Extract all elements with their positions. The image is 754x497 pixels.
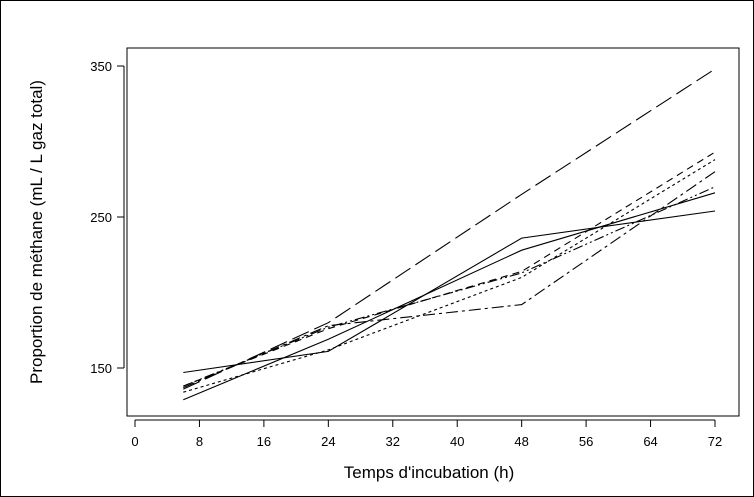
y-tick-label: 150	[90, 361, 112, 376]
series-line-4	[183, 152, 715, 386]
x-tick-label: 32	[386, 434, 400, 449]
x-tick-label: 64	[643, 434, 657, 449]
series-lines	[183, 69, 715, 400]
y-axis: 150 250 350	[90, 59, 124, 376]
x-axis: 0 8 16 24 32 40 48 56 64 72	[131, 420, 722, 449]
x-tick-label: 72	[708, 434, 722, 449]
y-axis-title: Proportion de méthane (mL / L gaz total)	[27, 80, 46, 384]
x-tick-label: 56	[579, 434, 593, 449]
x-axis-title: Temps d'incubation (h)	[344, 463, 515, 482]
x-tick-label: 8	[196, 434, 203, 449]
series-line-3	[183, 193, 715, 400]
x-tick-label: 0	[131, 434, 138, 449]
y-tick-label: 350	[90, 59, 112, 74]
plot-area-border	[127, 48, 739, 416]
y-tick-label: 250	[90, 210, 112, 225]
x-tick-label: 24	[321, 434, 335, 449]
series-line-1	[183, 69, 715, 389]
series-line-2	[183, 211, 715, 373]
x-tick-label: 48	[514, 434, 528, 449]
x-tick-label: 16	[257, 434, 271, 449]
series-line-6	[183, 172, 715, 388]
series-line-5	[183, 160, 715, 393]
x-tick-label: 40	[450, 434, 464, 449]
